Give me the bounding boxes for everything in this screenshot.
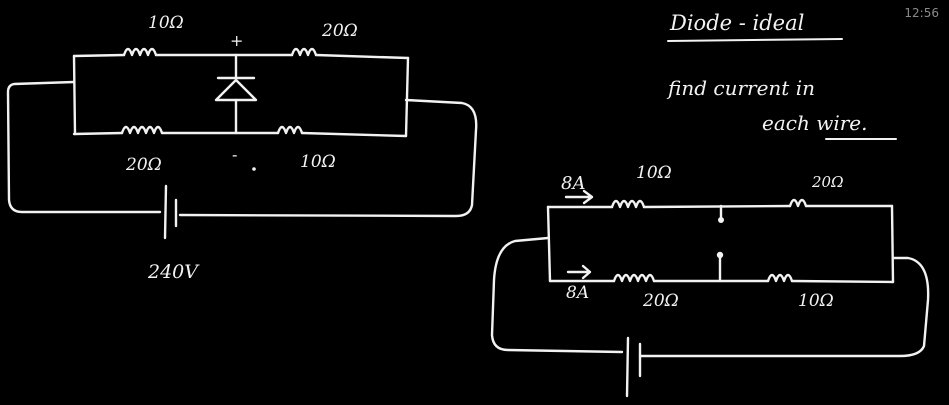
c1-label-r-bottom-left: 20Ω (125, 155, 162, 175)
notes-line-1: find current in (666, 76, 815, 100)
c1-right-vertical (404, 56, 410, 138)
c1-label-r-top-right: 20Ω (321, 21, 358, 41)
c2-bottom-wire-right (790, 279, 895, 284)
c2-left-vertical (546, 205, 552, 283)
c2-label-r-top-right: 20Ω (811, 173, 844, 191)
c1-label-r-top-left: 10Ω (148, 13, 184, 33)
c2-right-vertical (890, 204, 895, 284)
c1-resistor-bottom-left (120, 125, 164, 135)
c1-left-vertical (72, 54, 77, 136)
c2-label-r-top-left: 10Ω (636, 163, 672, 183)
c2-outer-right-wire (638, 256, 930, 358)
c2-label-r-bottom-right: 10Ω (798, 291, 834, 311)
notes-title-underline (667, 38, 843, 42)
c1-resistor-top-right (290, 47, 318, 57)
notes-line-2: each wire. (762, 111, 867, 135)
circuit-2 (490, 189, 930, 398)
clock-overlay: 12:56 (904, 6, 939, 20)
c1-outer-left-wire (6, 80, 162, 214)
c1-outer-right-wire (178, 98, 478, 218)
c1-resistor-top-left (122, 47, 158, 57)
c2-open-terminal-top (718, 217, 724, 223)
c2-current-arrow-top (564, 189, 594, 205)
circuit-1 (6, 47, 478, 240)
c2-label-r-bottom-left: 20Ω (642, 291, 679, 311)
notes-title: Diode - ideal (669, 11, 804, 35)
c1-battery-long-plate (163, 184, 168, 240)
c2-label-current-top: 8A (561, 173, 585, 194)
c2-battery-long-plate (625, 336, 630, 398)
c1-dot (252, 167, 256, 171)
c1-bottom-wire-right (300, 131, 408, 138)
c1-label-r-bottom-right: 10Ω (300, 152, 336, 172)
c2-resistor-bottom-left (612, 273, 656, 283)
c1-bottom-wire-left (72, 131, 124, 136)
c1-node-top-mark: + (230, 31, 243, 50)
c1-top-wire-left (72, 53, 126, 58)
c2-label-current-bottom: 8A (566, 283, 589, 303)
c2-resistor-top-right (788, 198, 808, 208)
c1-resistor-bottom-right (276, 125, 304, 135)
c1-battery-label: 240V (147, 261, 200, 283)
c2-current-arrow-bottom (566, 264, 592, 280)
c2-open-terminal-bottom (716, 251, 724, 259)
c1-node-bottom-mark: - (232, 145, 237, 164)
c1-top-wire-right (314, 53, 410, 60)
c2-top-wire-mid (642, 204, 792, 209)
c2-outer-left-wire (490, 236, 624, 354)
c1-diode-triangle (214, 78, 258, 102)
c2-resistor-top-left (610, 199, 646, 209)
c2-resistor-bottom-right (766, 273, 794, 283)
